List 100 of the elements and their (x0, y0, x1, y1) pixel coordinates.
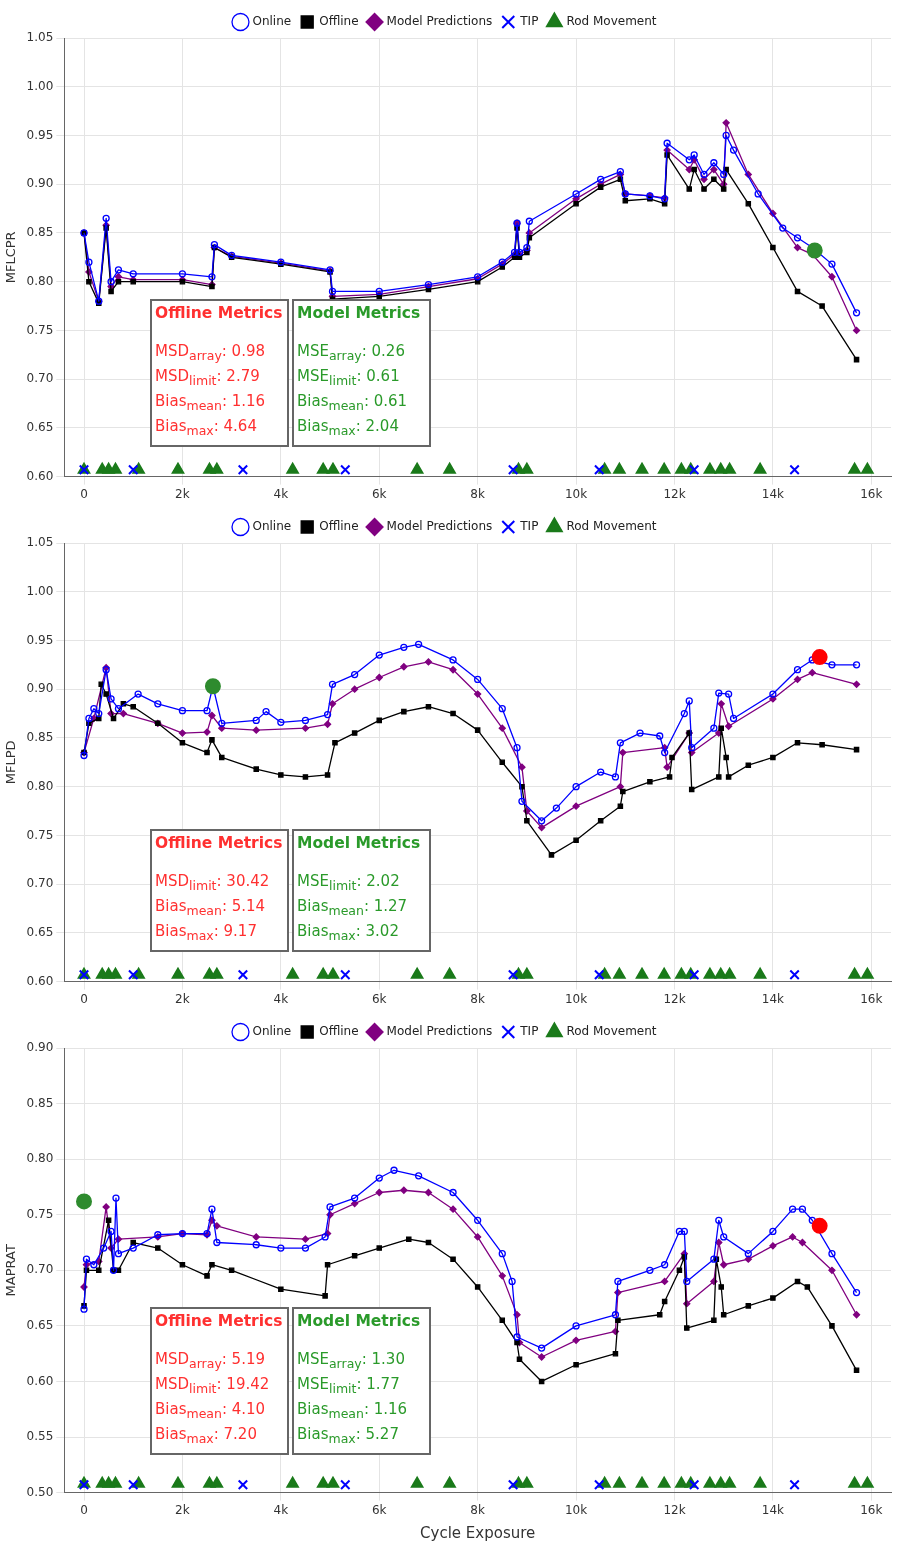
y-tick-label: 0.65 (26, 419, 54, 434)
y-tick-label: 0.65 (26, 1318, 54, 1332)
y-axis-title: MFLCPR (3, 231, 19, 284)
x-tick-label: 8k (470, 1502, 485, 1517)
x-tick-label: 0 (80, 1502, 88, 1517)
y-tick-label: 0.95 (26, 127, 54, 142)
y-tick-label: 0.85 (26, 730, 54, 745)
legend-label: Model Predictions (386, 1024, 493, 1039)
x-tick-label: 8k (470, 991, 485, 1006)
annotation: MSD$_{limit}$: 19.42 (155, 1374, 271, 1398)
legend-label: Rod Movement (566, 14, 657, 29)
legend-label: TIP (519, 519, 539, 534)
x-tick-label: 0 (80, 486, 88, 501)
x-tick-label: 16k (860, 991, 883, 1006)
annotation: MSE$_{array}$: 0.26 (297, 341, 406, 365)
y-tick-label: 0.75 (26, 322, 54, 337)
y-tick-label: 0.60 (26, 468, 54, 483)
legend-label: Rod Movement (566, 1024, 657, 1039)
x-tick-label: 14k (761, 1502, 785, 1517)
x-tick-label: 10k (564, 486, 588, 501)
y-tick-label: 0.75 (26, 827, 54, 842)
annotation: Bias$_{mean}$: 1.27 (297, 896, 409, 920)
annotation: MSD$_{array}$: 5.19 (155, 1349, 267, 1373)
x-tick-label: 12k (663, 991, 686, 1006)
annotation: MSD$_{limit}$: 30.42 (155, 871, 271, 895)
legend-label: Online (252, 519, 292, 534)
y-tick-label: 1.05 (26, 30, 54, 45)
y-tick-label: 0.65 (26, 924, 54, 939)
annotation: Bias$_{mean}$: 1.16 (297, 1399, 409, 1423)
y-tick-label: 1.00 (26, 583, 54, 598)
annotation: MSE$_{limit}$: 1.77 (297, 1374, 401, 1398)
y-tick-label: 1.00 (26, 78, 54, 93)
x-tick-label: 6k (371, 1502, 387, 1517)
x-tick-label: 16k (860, 486, 883, 501)
y-tick-label: 0.90 (26, 1040, 54, 1055)
annotation: Offline Metrics (155, 303, 283, 323)
legend-label: Offline (319, 1024, 359, 1039)
y-tick-label: 0.80 (26, 1151, 54, 1166)
annotation: Bias$_{max}$: 7.20 (155, 1424, 258, 1448)
y-tick-label: 1.05 (26, 535, 54, 550)
annotation: Bias$_{max}$: 5.27 (297, 1424, 400, 1448)
y-tick-label: 0.80 (26, 778, 54, 793)
x-axis-title: Cycle Exposure (420, 1523, 536, 1542)
annotation: Bias$_{max}$: 4.64 (155, 416, 258, 440)
x-tick-label: 4k (273, 486, 289, 501)
x-tick-label: 12k (663, 1502, 686, 1517)
annotation: Bias$_{mean}$: 1.16 (155, 391, 267, 415)
y-axis-title: MAPRAT (3, 1244, 19, 1297)
y-tick-label: 0.90 (26, 176, 54, 191)
annotation: Bias$_{max}$: 2.04 (297, 416, 400, 440)
annotation: Bias$_{mean}$: 0.61 (297, 391, 409, 415)
annotation: Model Metrics (297, 303, 422, 323)
annotation: MSD$_{array}$: 0.98 (155, 341, 267, 365)
annotation: MSE$_{limit}$: 2.02 (297, 871, 401, 895)
y-tick-label: 0.70 (26, 1262, 54, 1277)
legend-label: Rod Movement (566, 519, 657, 534)
x-tick-label: 4k (273, 1502, 289, 1517)
annotation: Offline Metrics (155, 833, 283, 853)
legend-label: Offline (319, 14, 359, 29)
y-tick-label: 0.85 (26, 225, 54, 240)
x-tick-label: 0 (80, 991, 88, 1006)
y-tick-label: 0.75 (26, 1206, 54, 1221)
x-tick-label: 14k (761, 486, 785, 501)
annotation: Bias$_{mean}$: 5.14 (155, 896, 267, 920)
legend-label: Offline (319, 519, 359, 534)
x-tick-label: 6k (371, 991, 387, 1006)
annotation: MSD$_{limit}$: 2.79 (155, 366, 261, 390)
y-tick-label: 0.60 (26, 973, 54, 988)
legend-label: TIP (519, 14, 539, 29)
y-axis-title: MFLPD (3, 740, 19, 785)
y-tick-label: 0.60 (26, 1373, 54, 1388)
annotation: Model Metrics (297, 1311, 422, 1331)
y-tick-label: 0.70 (26, 876, 54, 891)
x-tick-label: 2k (175, 486, 190, 501)
y-tick-label: 0.70 (26, 371, 54, 386)
annotation: Bias$_{max}$: 3.02 (297, 921, 400, 945)
x-tick-label: 10k (564, 991, 588, 1006)
annotation: Offline Metrics (155, 1311, 283, 1331)
x-tick-label: 2k (175, 1502, 190, 1517)
x-tick-label: 10k (564, 1502, 588, 1517)
x-tick-label: 4k (273, 991, 289, 1006)
x-tick-label: 16k (860, 1502, 883, 1517)
y-tick-label: 0.50 (26, 1484, 54, 1499)
annotation: Bias$_{max}$: 9.17 (155, 921, 258, 945)
annotation: Model Metrics (297, 833, 422, 853)
legend-label: Online (252, 1024, 292, 1039)
y-tick-label: 0.95 (26, 632, 54, 647)
y-tick-label: 0.90 (26, 681, 54, 696)
x-tick-label: 6k (371, 486, 387, 501)
annotation: MSE$_{array}$: 1.30 (297, 1349, 406, 1373)
x-tick-label: 8k (470, 486, 485, 501)
legend-label: Online (252, 14, 292, 29)
y-tick-label: 0.85 (26, 1095, 54, 1110)
annotation: MSE$_{limit}$: 0.61 (297, 366, 401, 390)
legend-label: Model Predictions (386, 519, 493, 534)
x-tick-label: 12k (663, 486, 686, 501)
legend-label: TIP (519, 1024, 539, 1039)
y-tick-label: 0.80 (26, 273, 54, 288)
legend-label: Model Predictions (386, 14, 493, 29)
annotation: Bias$_{mean}$: 4.10 (155, 1399, 267, 1423)
